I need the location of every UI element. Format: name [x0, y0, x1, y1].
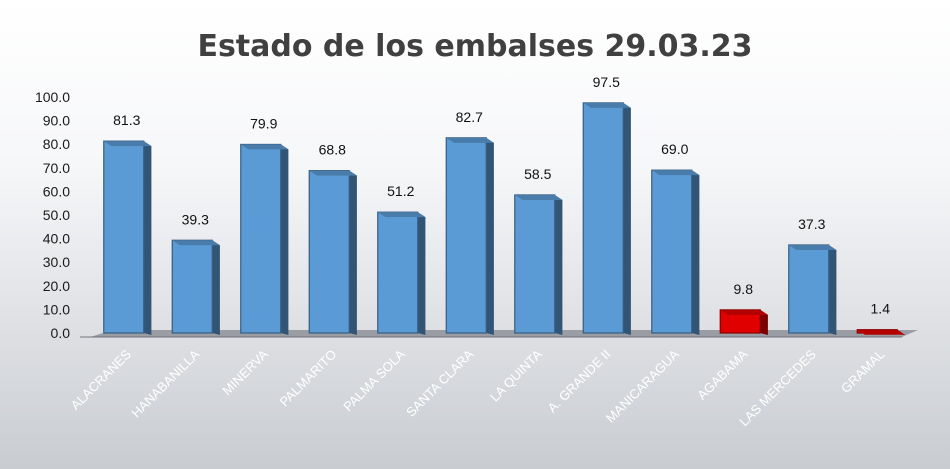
- data-label: 51.2: [387, 183, 414, 199]
- bar-hanabanilla: [171, 239, 220, 335]
- x-tick-label: MINERVA: [219, 346, 271, 398]
- x-tick-label: ALACRANES: [68, 346, 135, 413]
- data-label: 97.5: [593, 74, 620, 90]
- y-tick-label: 40.0: [43, 231, 70, 247]
- bar-front: [377, 211, 419, 334]
- bar-top: [377, 212, 426, 218]
- bar-a-grande-ii: [582, 102, 631, 336]
- bar-side: [486, 137, 494, 335]
- bar-side: [554, 194, 563, 335]
- y-tick-label: 80.0: [43, 136, 70, 152]
- bar-side: [143, 141, 152, 335]
- bar-side: [828, 244, 837, 335]
- x-tick-label: AGABAMA: [694, 346, 750, 402]
- y-tick-label: 90.0: [43, 113, 70, 129]
- data-label: 1.4: [871, 301, 891, 317]
- bar-side: [349, 170, 357, 335]
- data-label: 58.5: [524, 166, 551, 182]
- bar-front: [103, 140, 145, 334]
- data-label: 37.3: [798, 216, 825, 232]
- bar-top: [788, 244, 837, 250]
- bar-side: [212, 240, 220, 335]
- y-tick-label: 20.0: [43, 278, 70, 294]
- bar-palmarito: [308, 170, 357, 335]
- bar-front: [651, 169, 693, 334]
- x-tick-label: A. GRANDE II: [545, 347, 614, 416]
- data-label: 79.9: [250, 115, 277, 131]
- x-tick-label: GRAMAL: [838, 347, 887, 396]
- bar-minerva: [240, 143, 289, 335]
- bar-side: [280, 144, 289, 335]
- bar-top: [103, 141, 152, 147]
- bar-side: [417, 212, 426, 335]
- bar-side: [623, 102, 631, 336]
- bar-front: [171, 239, 213, 334]
- bar-las-mercedes: [788, 244, 837, 335]
- bar-front: [514, 194, 556, 334]
- y-tick-label: 0.0: [51, 325, 71, 341]
- data-label: 69.0: [661, 141, 688, 157]
- bar-top: [720, 309, 768, 315]
- bar-gramal: [856, 329, 905, 335]
- bar-side: [691, 170, 700, 335]
- data-label: 68.8: [319, 142, 346, 158]
- bar-top: [172, 240, 220, 246]
- bar-front: [308, 170, 350, 334]
- data-label: 82.7: [456, 109, 483, 125]
- bar-front: [582, 102, 624, 334]
- bar-top: [514, 194, 563, 200]
- bar-top: [309, 170, 357, 176]
- y-tick-label: 70.0: [43, 160, 70, 176]
- bar-alacranes: [103, 140, 152, 335]
- bar-top: [446, 137, 494, 143]
- x-tick-label: SANTA CLARA: [403, 346, 477, 420]
- y-tick-label: 100.0: [35, 89, 70, 105]
- x-tick-label: HANABANILLA: [128, 346, 202, 420]
- bar-manicaragua: [651, 169, 700, 335]
- bar-la-quinta: [514, 194, 563, 335]
- x-tick-label: LA QUINTA: [487, 346, 545, 404]
- data-label: 81.3: [113, 112, 140, 128]
- x-tick-label: PALMA SOLA: [340, 346, 408, 414]
- bar-top: [857, 329, 905, 335]
- data-label: 39.3: [182, 211, 209, 227]
- bar-top: [651, 170, 700, 176]
- bar-palma-sola: [377, 211, 426, 335]
- y-tick-label: 10.0: [43, 301, 70, 317]
- y-tick-label: 30.0: [43, 254, 70, 270]
- chart-title: Estado de los embalses 29.03.23: [197, 29, 752, 64]
- bar-front: [445, 137, 487, 334]
- bar-agabama: [719, 309, 768, 335]
- y-tick-label: 60.0: [43, 183, 70, 199]
- y-tick-label: 50.0: [43, 207, 70, 223]
- data-label: 9.8: [734, 281, 754, 297]
- bar-front: [240, 143, 282, 334]
- bar-top: [583, 102, 631, 108]
- bar-santa-clara: [445, 137, 494, 335]
- bar-front: [788, 244, 830, 334]
- bar-side: [760, 309, 768, 335]
- chart-floor: [90, 330, 918, 337]
- bar-top: [240, 144, 289, 150]
- x-tick-label: PALMARITO: [276, 347, 339, 410]
- x-tick-label: MANICARAGUA: [603, 346, 682, 425]
